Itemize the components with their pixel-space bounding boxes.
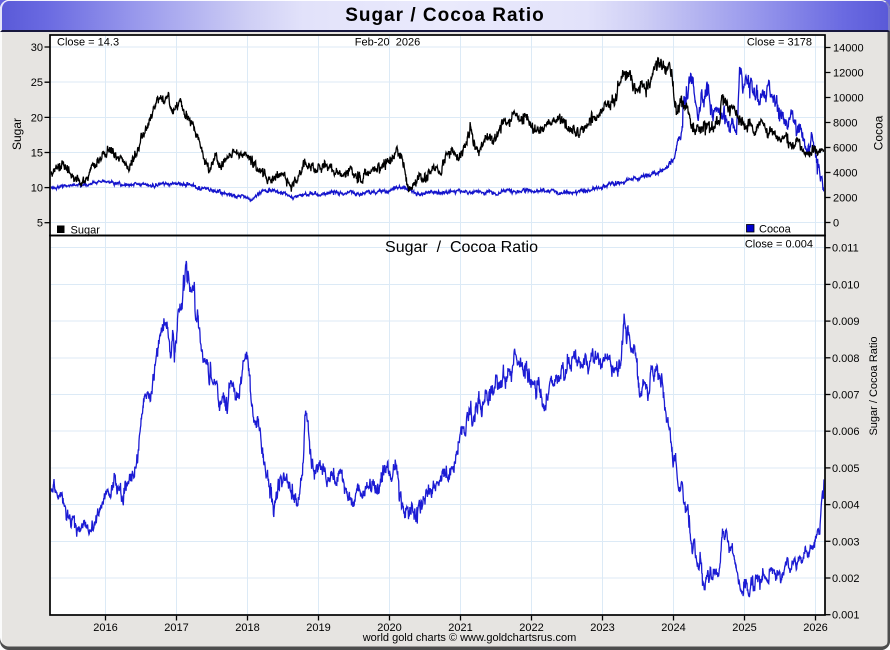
svg-text:6000: 6000 — [833, 143, 857, 155]
svg-text:Sugar / Cocoa Ratio: Sugar / Cocoa Ratio — [385, 239, 538, 256]
svg-text:2025: 2025 — [732, 622, 756, 634]
svg-text:4000: 4000 — [833, 168, 857, 180]
svg-text:15: 15 — [31, 148, 43, 160]
svg-text:0: 0 — [833, 218, 839, 230]
svg-text:Sugar / Cocoa Ratio: Sugar / Cocoa Ratio — [868, 336, 880, 435]
svg-text:0.004: 0.004 — [832, 500, 860, 512]
svg-text:2019: 2019 — [306, 622, 330, 634]
svg-text:0.001: 0.001 — [832, 610, 860, 622]
svg-text:Cocoa: Cocoa — [759, 224, 792, 236]
svg-text:25: 25 — [31, 77, 43, 89]
svg-text:Sugar: Sugar — [71, 225, 101, 237]
svg-text:2016: 2016 — [93, 622, 117, 634]
svg-text:0.005: 0.005 — [832, 463, 860, 475]
svg-text:2000: 2000 — [833, 193, 857, 205]
svg-text:20: 20 — [31, 112, 43, 124]
svg-text:Cocoa: Cocoa — [872, 115, 886, 150]
svg-text:2022: 2022 — [519, 622, 543, 634]
svg-text:0.009: 0.009 — [832, 316, 860, 328]
svg-text:8000: 8000 — [833, 118, 857, 130]
svg-text:12000: 12000 — [833, 68, 864, 80]
svg-text:2023: 2023 — [590, 622, 614, 634]
svg-text:Close = 3178: Close = 3178 — [747, 37, 812, 49]
svg-text:Close = 14.3: Close = 14.3 — [57, 37, 119, 49]
svg-text:10: 10 — [31, 183, 43, 195]
svg-text:0.011: 0.011 — [832, 243, 859, 255]
svg-text:Sugar: Sugar — [10, 118, 24, 150]
svg-text:0.006: 0.006 — [832, 426, 860, 438]
svg-text:Feb-20 2026: Feb-20 2026 — [355, 37, 420, 49]
svg-text:Close = 0.004: Close = 0.004 — [745, 239, 813, 251]
svg-text:2021: 2021 — [448, 622, 472, 634]
svg-text:30: 30 — [31, 42, 43, 54]
svg-text:0.003: 0.003 — [832, 536, 860, 548]
svg-text:2017: 2017 — [164, 622, 188, 634]
svg-text:2018: 2018 — [235, 622, 259, 634]
svg-text:14000: 14000 — [833, 43, 864, 55]
svg-text:2024: 2024 — [661, 622, 685, 634]
svg-text:10000: 10000 — [833, 93, 864, 105]
svg-text:world gold charts © www.goldch: world gold charts © www.goldchartsrus.co… — [362, 632, 577, 644]
svg-text:5: 5 — [37, 218, 43, 230]
svg-text:2026: 2026 — [803, 622, 827, 634]
svg-text:2020: 2020 — [377, 622, 401, 634]
svg-text:0.007: 0.007 — [832, 390, 860, 402]
svg-text:0.002: 0.002 — [832, 573, 860, 585]
svg-text:0.010: 0.010 — [832, 279, 860, 291]
svg-text:0.008: 0.008 — [832, 353, 860, 365]
